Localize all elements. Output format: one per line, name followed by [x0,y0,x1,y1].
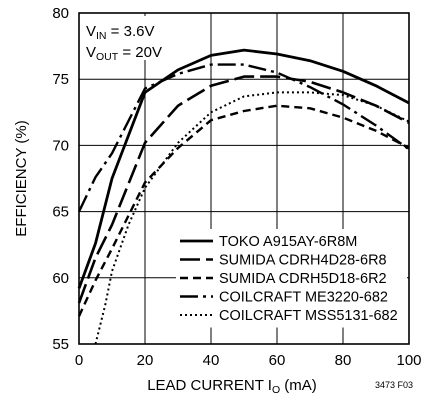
legend-label-5: COILCRAFT MSS5131-682 [219,308,398,324]
series-line-3 [77,104,410,317]
legend-background [176,229,407,328]
y-axis-title: EFFICIENCY (%) [13,120,30,236]
x-tick-label: 80 [335,352,352,369]
legend-label-2: SUMIDA CDRH4D28-6R8 [219,253,387,269]
x-tick-label: 40 [203,352,220,369]
annotation-vin: VIN = 3.6V [86,23,154,42]
series-group [77,48,410,345]
y-tick-label: 70 [52,137,69,154]
annotation-background [82,16,174,60]
series-line-5 [94,91,410,345]
legend-label-4: COILCRAFT ME3220-682 [219,290,388,306]
series-line-4 [77,63,410,213]
y-tick-label: 65 [52,204,69,221]
series-line-1 [77,48,410,289]
x-tick-label: 20 [137,352,154,369]
x-tick-label: 100 [396,352,421,369]
annotation-vout: VOUT = 20V [86,44,162,63]
y-tick-label: 80 [52,5,69,22]
x-tick-label: 60 [269,352,286,369]
y-tick-label: 75 [52,71,69,88]
tick-labels: 0 20 40 60 80 100 55 60 65 70 75 80 [52,5,421,369]
y-tick-label: 60 [52,270,69,287]
y-tick-label: 55 [52,336,69,353]
x-tick-label: 0 [75,352,83,369]
legend-label-3: SUMIDA CDRH5D18-6R2 [219,271,387,287]
legend-label-1: TOKO A915AY-6R8M [219,234,357,250]
x-axis-title: LEAD CURRENT IO (mA) [147,377,317,396]
plot-frame [78,12,410,345]
legend: TOKO A915AY-6R8M SUMIDA CDRH4D28-6R8 SUMID… [180,234,398,324]
figure-id: 3473 F03 [375,380,413,390]
series-line-2 [77,75,410,304]
